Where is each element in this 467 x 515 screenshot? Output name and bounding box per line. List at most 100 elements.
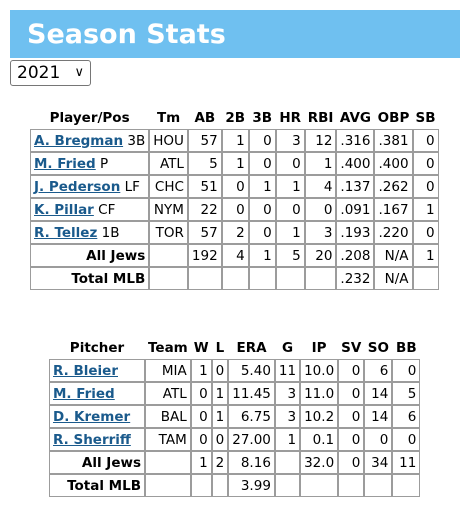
cell-hr: 0: [275, 198, 305, 221]
player-pos: P: [100, 155, 109, 172]
player-link[interactable]: J. Pederson: [34, 178, 121, 195]
col-player-pos: Player/Pos: [49, 110, 130, 126]
player-link[interactable]: A. Bregman: [34, 132, 124, 149]
cell-ab: 192: [187, 244, 222, 267]
cell-w: 1: [190, 359, 212, 382]
cell-sb: 1: [412, 198, 439, 221]
all-jews-row: All Jews 1 2 8.16 32.0 0 34 11: [49, 451, 421, 474]
total-mlb-label: Total MLB: [30, 267, 150, 290]
cell-ip: 11.0: [300, 382, 339, 405]
cell-sb: [412, 267, 439, 290]
chevron-down-icon: ∨: [74, 65, 84, 80]
cell-tm: HOU: [149, 129, 188, 152]
player-pos: CF: [98, 201, 116, 218]
cell-sv: 0: [338, 359, 365, 382]
cell-2b: 1: [221, 129, 249, 152]
cell-rbi: 0: [304, 198, 337, 221]
cell-hr: 0: [275, 152, 305, 175]
cell-bb: 0: [392, 359, 421, 382]
cell-2b: 1: [221, 152, 249, 175]
cell-avg: .316: [336, 129, 375, 152]
player-cell: K. Pillar CF: [30, 198, 150, 221]
table-row: A. Bregman 3B HOU 57 1 0 3 12 .316 .381 …: [30, 129, 439, 152]
pitcher-cell: M. Fried: [49, 382, 145, 405]
col-w: W: [193, 340, 209, 356]
player-link[interactable]: R. Tellez: [34, 224, 98, 241]
cell-avg: .400: [336, 152, 375, 175]
cell-avg: .193: [336, 221, 375, 244]
cell-rbi: 20: [304, 244, 337, 267]
col-ab: AB: [194, 110, 216, 126]
cell-w: 0: [190, 405, 212, 428]
cell-l: 2: [211, 451, 229, 474]
cell-ip: 0.1: [300, 428, 339, 451]
col-g: G: [281, 340, 294, 356]
cell-hr: 1: [275, 221, 305, 244]
cell-team: MIA: [145, 359, 191, 382]
cell-era: 5.40: [228, 359, 275, 382]
cell-bb: 0: [392, 428, 421, 451]
cell-avg: .091: [336, 198, 375, 221]
cell-team: ATL: [145, 382, 191, 405]
cell-so: 14: [364, 405, 393, 428]
cell-2b: 0: [221, 198, 249, 221]
cell-hr: 5: [275, 244, 305, 267]
player-cell: R. Tellez 1B: [30, 221, 150, 244]
pitcher-link[interactable]: R. Sherriff: [53, 431, 131, 448]
cell-ip: 10.0: [300, 359, 339, 382]
player-link[interactable]: K. Pillar: [34, 201, 94, 218]
col-3b: 3B: [252, 110, 273, 126]
cell-era: 8.16: [228, 451, 275, 474]
total-mlb-label: Total MLB: [49, 474, 145, 497]
cell-w: 0: [190, 428, 212, 451]
cell-rbi: 4: [304, 175, 337, 198]
player-link[interactable]: M. Fried: [34, 155, 96, 172]
cell-era: 11.45: [228, 382, 275, 405]
pitching-header-row: Pitcher Team W L ERA G IP SV SO BB: [49, 337, 420, 359]
cell-l: [211, 474, 229, 497]
cell-obp: .381: [374, 129, 413, 152]
cell-3b: [248, 267, 276, 290]
cell-tm: ATL: [149, 152, 188, 175]
year-select[interactable]: 2021 ∨: [10, 60, 91, 86]
cell-ip: 10.2: [300, 405, 339, 428]
pitcher-link[interactable]: R. Bleier: [53, 362, 118, 379]
col-sv: SV: [341, 340, 362, 356]
pitcher-link[interactable]: M. Fried: [53, 385, 115, 402]
cell-tm: [149, 267, 188, 290]
col-bb: BB: [396, 340, 417, 356]
cell-obp: N/A: [374, 267, 413, 290]
cell-sb: 0: [412, 221, 439, 244]
cell-bb: 6: [392, 405, 421, 428]
pitching-stats-table: Pitcher Team W L ERA G IP SV SO BB R. Bl…: [49, 337, 421, 497]
batting-stats-table: Player/Pos Tm AB 2B 3B HR RBI AVG OBP SB…: [30, 107, 439, 290]
col-obp: OBP: [377, 110, 410, 126]
cell-team: [145, 474, 191, 497]
cell-3b: 0: [248, 198, 276, 221]
cell-g: 11: [274, 359, 301, 382]
player-pos: 3B: [127, 132, 146, 149]
col-rbi: RBI: [307, 110, 334, 126]
all-jews-row: All Jews 192 4 1 5 20 .208 N/A 1: [30, 244, 439, 267]
col-so: SO: [367, 340, 389, 356]
pitcher-cell: D. Kremer: [49, 405, 145, 428]
col-tm: Tm: [156, 110, 181, 126]
year-select-value: 2021: [17, 63, 61, 83]
cell-obp: .400: [374, 152, 413, 175]
cell-3b: 1: [248, 244, 276, 267]
pitcher-cell: R. Sherriff: [49, 428, 145, 451]
cell-g: 3: [274, 382, 301, 405]
cell-so: [364, 474, 393, 497]
cell-w: 1: [190, 451, 212, 474]
cell-rbi: 12: [304, 129, 337, 152]
cell-l: 1: [211, 405, 229, 428]
cell-ab: 5: [187, 152, 222, 175]
batting-header-row: Player/Pos Tm AB 2B 3B HR RBI AVG OBP SB: [30, 107, 439, 129]
pitcher-link[interactable]: D. Kremer: [53, 408, 131, 425]
cell-obp: .220: [374, 221, 413, 244]
cell-sv: 0: [338, 405, 365, 428]
col-l: L: [215, 340, 225, 356]
cell-sb: 0: [412, 129, 439, 152]
cell-hr: 1: [275, 175, 305, 198]
cell-era: 3.99: [228, 474, 275, 497]
